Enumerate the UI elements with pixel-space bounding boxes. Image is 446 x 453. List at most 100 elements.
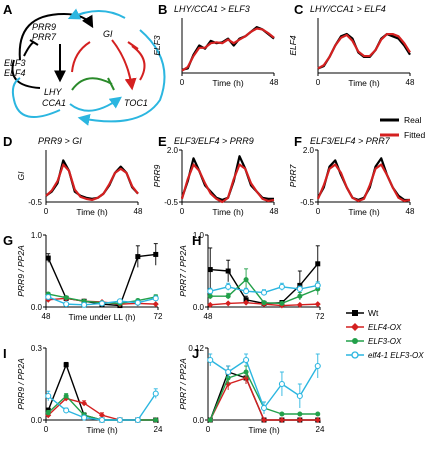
data-point-j-elf3-ox bbox=[243, 369, 249, 375]
x-axis-label-j: Time (h) bbox=[248, 425, 279, 435]
top-legend: Real Fitted bbox=[380, 115, 426, 140]
data-point-g-elf4-1-elf3-ox bbox=[98, 300, 106, 307]
y-axis-label-c: ELF4 bbox=[288, 35, 298, 56]
node-elf4: ELF4 bbox=[4, 68, 26, 78]
inhibition-elf-prr bbox=[23, 41, 35, 57]
x-tick-label-h: 72 bbox=[316, 312, 325, 321]
data-point-j-elf4-1-elf3-ox bbox=[278, 380, 285, 388]
data-point-g-elf4-1-elf3-ox bbox=[45, 293, 52, 300]
chart-e: E ELF3/ELF4 > PRR9 0 48 2.0 -0.5 PRR9 Time (h) bbox=[152, 134, 279, 217]
series-line-b-real bbox=[181, 26, 275, 71]
data-point-i-elf4-1-elf3-ox bbox=[116, 416, 123, 424]
data-point-h-elf3-ox bbox=[297, 293, 303, 299]
data-point-j-elf4-1-elf3-ox bbox=[296, 392, 303, 400]
data-point-i-elf4-1-elf3-ox bbox=[63, 407, 70, 414]
data-point-g-wt bbox=[153, 251, 159, 257]
y-axis-label-f: PRR7 bbox=[288, 164, 298, 187]
x-tick-label-b: 48 bbox=[270, 78, 279, 87]
x-axis-label-d: Time (h) bbox=[76, 207, 107, 217]
x-tick-label-b: 0 bbox=[180, 78, 185, 87]
data-point-h-elf3-ox bbox=[243, 277, 249, 283]
y-tick-label-i: 0.0 bbox=[31, 416, 43, 425]
data-point-g-wt bbox=[45, 255, 51, 261]
panel-label-b: B bbox=[158, 2, 167, 17]
chart-title-c: LHY/CCA1 > ELF4 bbox=[310, 4, 386, 14]
y-tick-label-g: 1.0 bbox=[31, 231, 43, 240]
node-toc1: TOC1 bbox=[124, 98, 148, 108]
data-point-h-wt bbox=[297, 282, 303, 288]
panel-label-f: F bbox=[294, 134, 302, 149]
y-tick-label-h: 0.0 bbox=[193, 303, 205, 312]
data-point-h-elf3-ox bbox=[207, 293, 213, 299]
series-line-f-fitted bbox=[316, 163, 411, 203]
y-tick-label-e: -0.5 bbox=[164, 198, 178, 207]
series-line-e-real bbox=[180, 155, 274, 202]
legend-label-real: Real bbox=[404, 115, 422, 125]
data-point-j-elf4-ox bbox=[296, 417, 303, 423]
panel-label-e: E bbox=[158, 134, 167, 149]
chart-g: G 48 72 1.0 0.0 PRR9 / PP2A Time under LL (h) bbox=[3, 231, 163, 322]
data-point-i-elf4-1-elf3-ox bbox=[81, 414, 88, 421]
series-line-d-real bbox=[45, 159, 139, 200]
chart-title-f: ELF3/ELF4 > PRR7 bbox=[310, 136, 391, 146]
data-point-g-elf4-1-elf3-ox bbox=[63, 301, 70, 308]
chart-title-e: ELF3/ELF4 > PRR9 bbox=[174, 136, 254, 146]
node-lhy: LHY bbox=[44, 87, 63, 97]
y-axis-label-e: PRR9 bbox=[152, 164, 162, 187]
series-line-c-fitted bbox=[317, 32, 411, 70]
chart-h: H 48 72 1.0 0.0 PRR7 / PP2A bbox=[178, 231, 325, 321]
y-axis-label-g: PRR9 / PP2A bbox=[16, 245, 26, 297]
y-axis-label-b: ELF3 bbox=[152, 35, 162, 56]
data-point-g-elf3-ox bbox=[63, 295, 69, 301]
x-axis-label-g: Time under LL (h) bbox=[69, 312, 136, 322]
data-point-i-elf3-ox bbox=[63, 393, 69, 399]
data-point-h-wt bbox=[207, 267, 213, 273]
x-tick-label-g: 72 bbox=[154, 312, 163, 321]
data-point-h-elf4-1-elf3-ox bbox=[278, 283, 285, 290]
legend-label-elf3ox: ELF3-OX bbox=[368, 337, 402, 346]
y-tick-label-d: -0.5 bbox=[28, 198, 42, 207]
chart-title-b: LHY/CCA1 > ELF3 bbox=[174, 4, 250, 14]
x-tick-label-i: 24 bbox=[154, 425, 163, 434]
x-tick-label-g: 48 bbox=[42, 312, 51, 321]
data-point-j-elf4-1-elf3-ox bbox=[314, 362, 321, 370]
data-point-g-wt bbox=[135, 254, 141, 260]
inhibition-red bbox=[131, 45, 146, 81]
data-point-g-elf4-1-elf3-ox bbox=[81, 301, 88, 308]
node-cca1: CCA1 bbox=[42, 98, 66, 108]
data-point-h-elf3-ox bbox=[279, 300, 285, 306]
data-point-g-elf4-1-elf3-ox bbox=[134, 299, 141, 306]
x-tick-label-j: 24 bbox=[316, 425, 325, 434]
x-tick-label-d: 48 bbox=[134, 207, 143, 216]
data-point-g-elf4-ox bbox=[152, 301, 159, 308]
panel-label-g: G bbox=[3, 233, 13, 248]
chart-c: C LHY/CCA1 > ELF4 0 48 ELF4 Time (h) bbox=[288, 2, 415, 88]
y-axis-label-i: PRR9 / PP2A bbox=[16, 358, 26, 410]
panel-label-i: I bbox=[3, 346, 7, 361]
data-point-i-elf4-1-elf3-ox bbox=[45, 392, 52, 400]
chart-title-d: PRR9 > GI bbox=[38, 136, 82, 146]
x-axis-label-i: Time (h) bbox=[86, 425, 117, 435]
panel-label-j: J bbox=[192, 346, 199, 361]
x-tick-label-i: 0 bbox=[44, 425, 49, 434]
data-point-i-elf3-ox bbox=[153, 417, 159, 423]
y-axis-label-h: PRR7 / PP2A bbox=[178, 245, 188, 297]
data-point-h-elf4-1-elf3-ox bbox=[314, 282, 321, 289]
data-point-j-elf3-ox bbox=[279, 411, 285, 417]
data-point-h-wt bbox=[225, 268, 231, 274]
chart-d: D PRR9 > GI 0 48 -0.5 GI Time (h) bbox=[3, 134, 143, 217]
legend-label-elf4ox: ELF4-OX bbox=[368, 323, 402, 332]
node-prr9: PRR9 bbox=[32, 22, 56, 32]
panel-label-d: D bbox=[3, 134, 12, 149]
data-point-h-elf4-ox bbox=[314, 301, 321, 308]
legend-label-wt: Wt bbox=[368, 308, 379, 318]
data-point-j-elf3-ox bbox=[315, 411, 321, 417]
data-point-h-elf4-ox bbox=[225, 300, 232, 307]
x-tick-label-f: 0 bbox=[316, 207, 321, 216]
data-point-j-elf4-1-elf3-ox bbox=[260, 404, 268, 412]
y-tick-label-h: 1.0 bbox=[193, 231, 205, 240]
x-tick-label-e: 48 bbox=[270, 207, 279, 216]
bottom-legend: Wt ELF4-OX ELF3-OX elf4-1 ELF3-OX bbox=[346, 308, 424, 360]
x-axis-label-e: Time (h) bbox=[212, 207, 243, 217]
